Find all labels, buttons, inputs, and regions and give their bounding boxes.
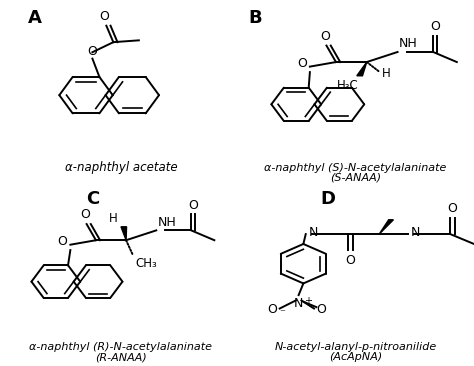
Text: N-acetyl-alanyl-p-nitroanilide: N-acetyl-alanyl-p-nitroanilide xyxy=(274,343,437,352)
Text: H: H xyxy=(109,212,118,225)
Text: O: O xyxy=(298,57,308,70)
Text: CH₃: CH₃ xyxy=(136,257,157,270)
Text: O: O xyxy=(88,45,97,58)
Text: O: O xyxy=(267,303,277,316)
Text: N: N xyxy=(294,297,303,310)
Text: H: H xyxy=(382,67,391,79)
Text: (R-ANAA): (R-ANAA) xyxy=(95,352,147,362)
Text: ⁻: ⁻ xyxy=(279,308,285,318)
Polygon shape xyxy=(379,220,393,234)
Polygon shape xyxy=(357,62,367,76)
Text: O: O xyxy=(58,235,68,248)
Text: B: B xyxy=(249,9,263,27)
Text: (AcApNA): (AcApNA) xyxy=(329,352,382,362)
Text: D: D xyxy=(320,190,335,208)
Text: C: C xyxy=(86,190,99,208)
Text: A: A xyxy=(28,9,42,27)
Text: O: O xyxy=(316,303,326,316)
Text: α-naphthyl (S)-N-acetylalaninate: α-naphthyl (S)-N-acetylalaninate xyxy=(264,163,447,173)
Text: N: N xyxy=(410,226,420,239)
Text: O: O xyxy=(447,202,457,215)
Text: N: N xyxy=(309,226,318,239)
Text: +: + xyxy=(304,296,312,306)
Text: H₃C: H₃C xyxy=(337,79,358,92)
Text: O: O xyxy=(81,208,91,221)
Text: α-naphthyl acetate: α-naphthyl acetate xyxy=(64,161,177,174)
Text: O: O xyxy=(346,254,356,267)
Text: NH: NH xyxy=(157,216,176,228)
Text: α-naphthyl (R)-N-acetylalaninate: α-naphthyl (R)-N-acetylalaninate xyxy=(29,343,212,352)
Text: O: O xyxy=(430,20,440,33)
Text: O: O xyxy=(188,198,198,212)
Text: NH: NH xyxy=(399,37,418,50)
Text: O: O xyxy=(99,10,109,23)
Text: (S-ANAA): (S-ANAA) xyxy=(330,173,381,183)
Polygon shape xyxy=(121,227,127,240)
Text: O: O xyxy=(320,30,330,43)
